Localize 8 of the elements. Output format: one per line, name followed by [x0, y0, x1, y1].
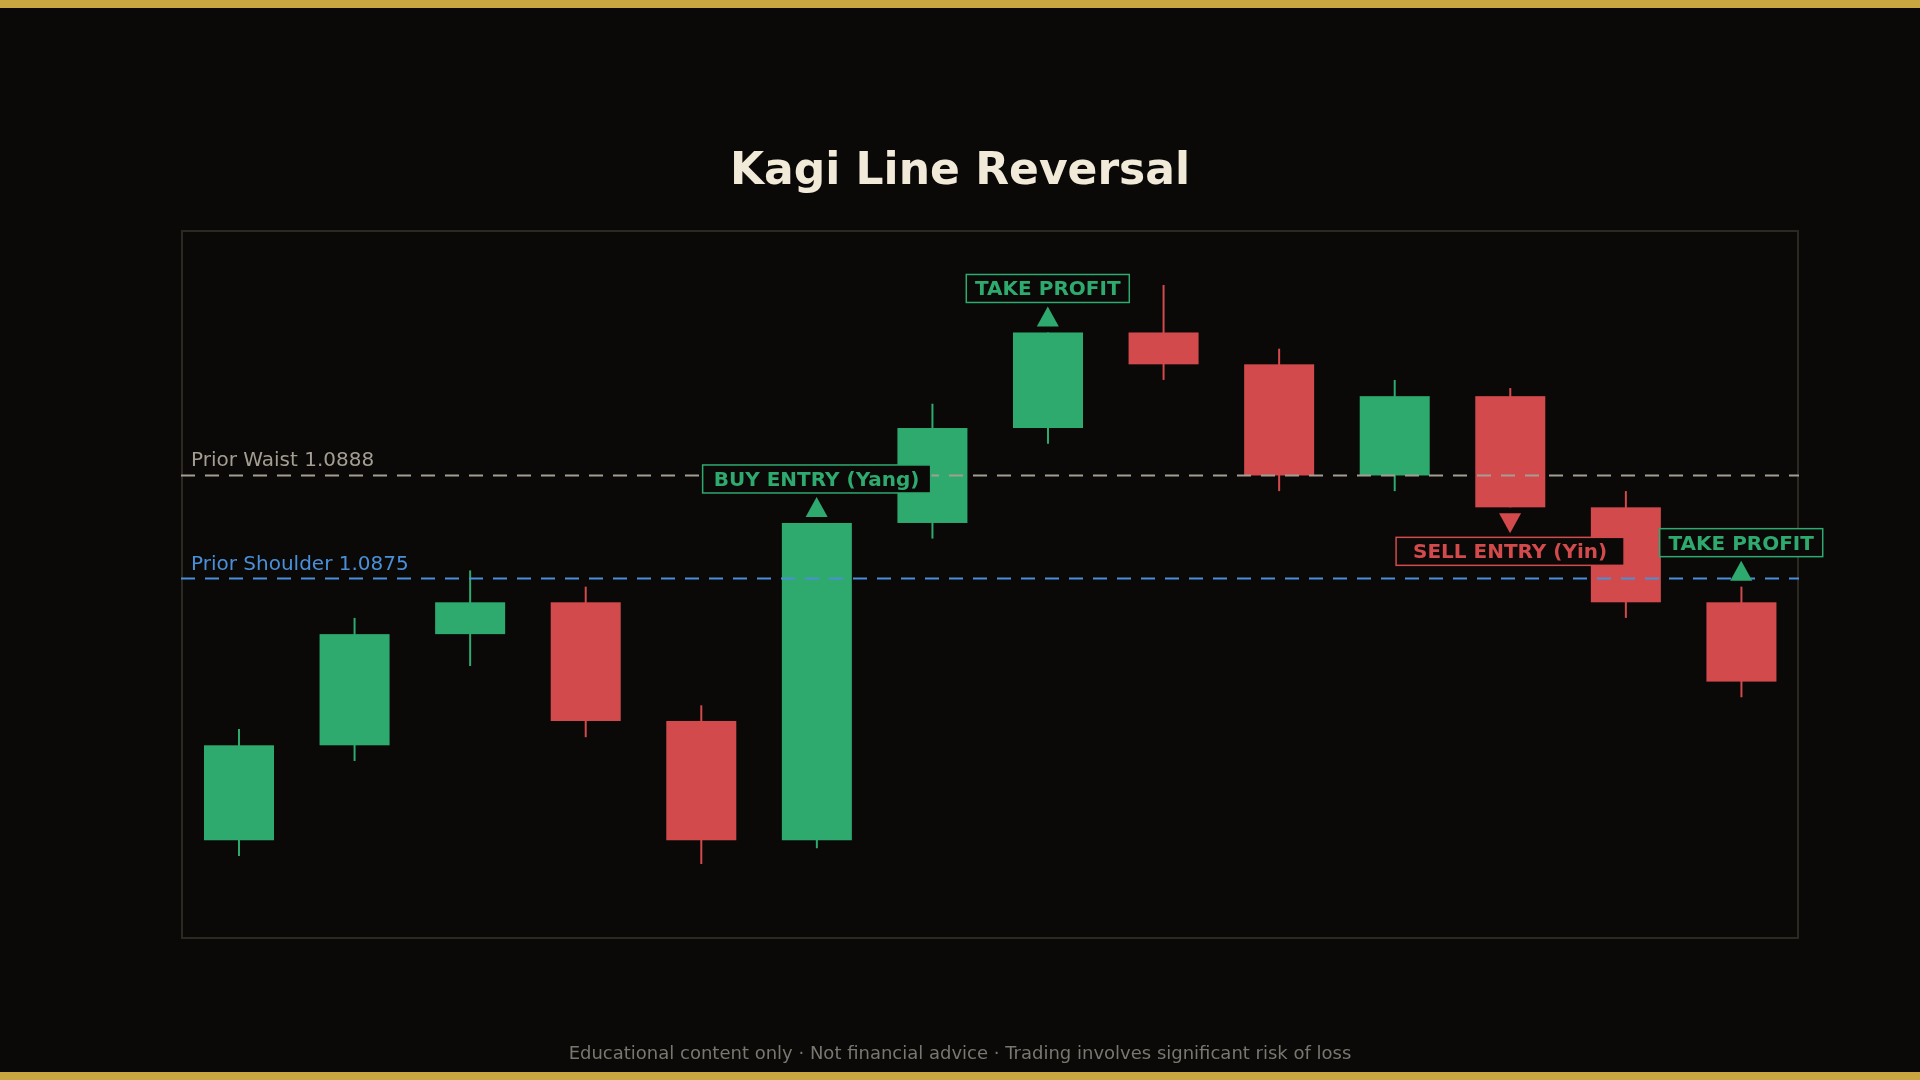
text: Educational content only · Not financial advice · Trading involves significant risk of loss — [567, 1042, 1353, 1063]
annotation: TAKE PROFIT — [975, 276, 1121, 301]
annotation: SELL ENTRY (Yin) — [1412, 539, 1608, 564]
annotation: TAKE PROFIT — [1668, 530, 1815, 555]
annotation: BUY ENTRY (Yang) — [713, 466, 920, 491]
ref-line-label: Prior Shoulder 1.0875 — [191, 550, 409, 575]
chart-title: Kagi Line Reversal — [728, 143, 1192, 194]
ref-line-label: Prior Waist 1.0888 — [191, 447, 375, 472]
